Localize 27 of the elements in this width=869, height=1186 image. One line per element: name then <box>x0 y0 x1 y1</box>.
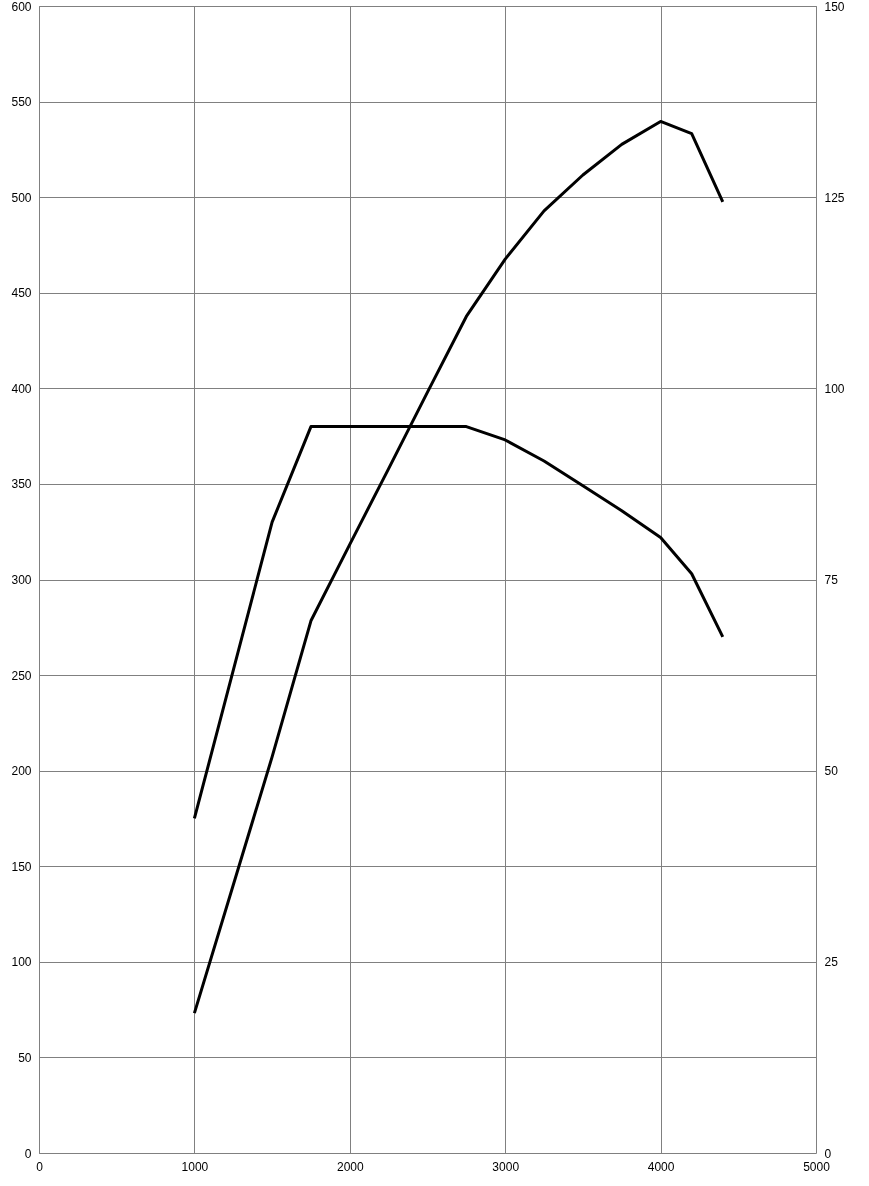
x-tick-label: 1000 <box>181 1159 209 1174</box>
y-tick-label: 250 <box>11 668 32 683</box>
y-tick-label: 0 <box>24 1146 32 1161</box>
y-tick-label: 450 <box>11 286 32 301</box>
x-tick-label: 3000 <box>492 1159 520 1174</box>
y-tick-label: 400 <box>11 381 32 396</box>
y-tick-label: 300 <box>11 573 32 587</box>
y2-tick-label: 0 <box>824 1146 832 1161</box>
y2-tick-label: 125 <box>824 190 845 205</box>
y-tick-label: 600 <box>11 0 32 14</box>
y-tick-label: 100 <box>11 955 32 970</box>
line-series <box>192 119 725 1015</box>
x-tick-label: 5000 <box>803 1159 831 1174</box>
x-tick-label: 0 <box>36 1159 44 1174</box>
y-tick-label: 50 <box>18 1050 32 1065</box>
y2-tick-label: 50 <box>824 764 839 779</box>
y2-tick-label: 75 <box>824 573 839 587</box>
y2-tick-label: 100 <box>824 381 845 396</box>
x-tick-label: 2000 <box>336 1159 364 1174</box>
y2-tick-label: 25 <box>824 955 839 970</box>
y-tick-label: 350 <box>11 477 32 492</box>
y-tick-label: 550 <box>11 95 32 110</box>
y2-tick-label: 150 <box>824 0 845 14</box>
y-tick-label: 500 <box>11 190 32 205</box>
x-tick-label: 4000 <box>647 1159 675 1174</box>
y-tick-label: 200 <box>11 764 32 779</box>
y-tick-label: 150 <box>11 859 32 874</box>
